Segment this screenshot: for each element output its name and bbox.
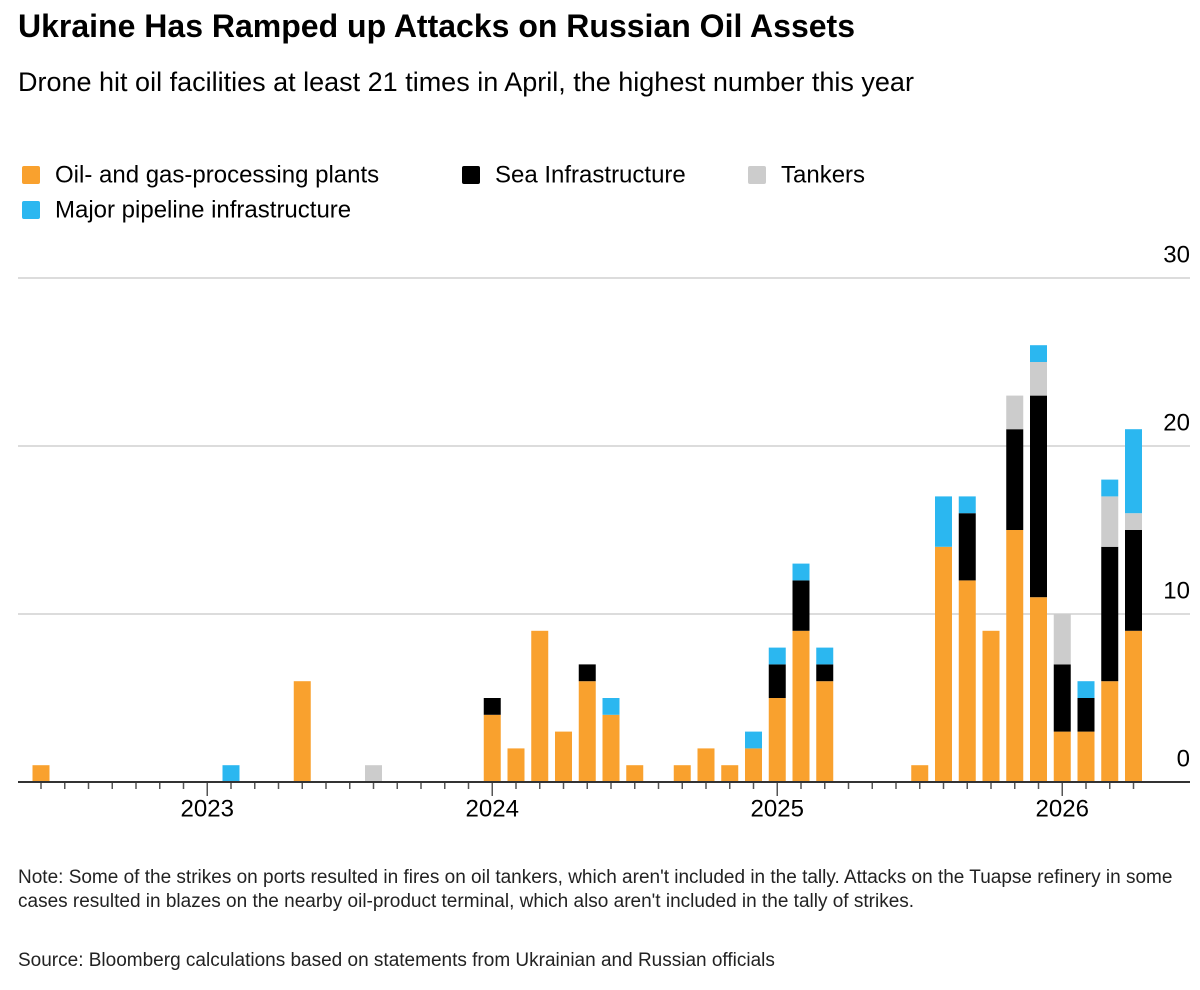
bar-segment (816, 647, 834, 665)
bar-segment (1053, 731, 1071, 782)
bar-segment (745, 748, 762, 782)
bar-segment (555, 731, 572, 782)
bar-segment (578, 681, 596, 782)
chart-subtitle: Drone hit oil facilities at least 21 tim… (18, 67, 914, 97)
bar-segment (602, 698, 620, 715)
bar-segment (1030, 345, 1047, 362)
bar-segment (768, 698, 786, 782)
legend-swatch (462, 166, 480, 184)
bar-segment (1125, 513, 1142, 530)
bar-segment (1030, 597, 1047, 782)
bar-segment (1077, 681, 1095, 698)
y-tick-label: 10 (1163, 577, 1190, 604)
bar-segment (1077, 698, 1095, 732)
bar-segment (1006, 395, 1024, 430)
bar-segment (365, 765, 382, 782)
bar-segment (578, 664, 596, 682)
bar-segment (1101, 681, 1119, 782)
chart-title: Ukraine Has Ramped up Attacks on Russian… (18, 8, 855, 44)
source: Source: Bloomberg calculations based on … (18, 950, 775, 971)
legend-swatch (22, 166, 40, 184)
bar-segment (721, 765, 739, 782)
legend-swatch (22, 201, 40, 219)
x-tick-label: 2025 (751, 795, 804, 822)
bar-segment (626, 765, 644, 782)
bar-segment (958, 580, 976, 782)
bar-segment (1125, 530, 1142, 631)
bar-segment (1125, 630, 1142, 782)
bar-segment (792, 580, 810, 631)
x-tick-label: 2024 (466, 795, 519, 822)
bar-segment (1053, 664, 1071, 732)
bar-segment (768, 664, 786, 698)
bar-segment (293, 681, 311, 782)
bar-segment (958, 513, 976, 581)
bar-segment (32, 765, 50, 782)
bar-segment (792, 563, 810, 581)
bar-segment (1077, 731, 1095, 782)
bar-segment (935, 546, 952, 782)
chart: Oil- and gas-processing plants Sea Infras… (18, 161, 1190, 822)
y-tick-label: 0 (1177, 745, 1190, 772)
legend-label: Sea Infrastructure (495, 161, 686, 188)
x-tick-label: 2023 (181, 795, 234, 822)
bar-segment (1101, 496, 1119, 547)
bar-segment (1030, 395, 1047, 598)
bar-segment (816, 681, 834, 782)
bar-segment (1006, 530, 1024, 782)
bar-segment (982, 630, 1000, 782)
bar-segment (673, 765, 691, 782)
x-tick-label: 2026 (1036, 795, 1089, 822)
bar-segment (222, 765, 240, 782)
note: Note: Some of the strikes on ports resul… (18, 867, 1173, 912)
legend-swatch (748, 166, 766, 184)
bar-segment (507, 748, 525, 782)
bar-segment (958, 496, 976, 514)
y-tick-label: 20 (1163, 409, 1190, 436)
legend-label: Tankers (781, 161, 865, 188)
bar-segment (483, 714, 501, 782)
bar-segment (1030, 362, 1047, 396)
bar-segment (697, 748, 715, 782)
bar-segment (1101, 479, 1119, 497)
bar-segment (768, 647, 786, 665)
bar-segment (792, 630, 810, 782)
bar-segment (1125, 429, 1142, 514)
legend-label: Oil- and gas-processing plants (55, 161, 379, 188)
bar-segment (745, 731, 762, 749)
bar-segment (1101, 546, 1119, 682)
legend-label: Major pipeline infrastructure (55, 196, 351, 223)
bar-segment (935, 496, 952, 547)
y-tick-label: 30 (1163, 241, 1190, 268)
bar-segment (1053, 614, 1071, 665)
bar-segment (483, 698, 501, 715)
bar-segment (531, 630, 549, 782)
bar-segment (816, 664, 834, 682)
bar-segment (911, 765, 929, 782)
bar-segment (1006, 429, 1024, 530)
bar-segment (602, 714, 620, 782)
